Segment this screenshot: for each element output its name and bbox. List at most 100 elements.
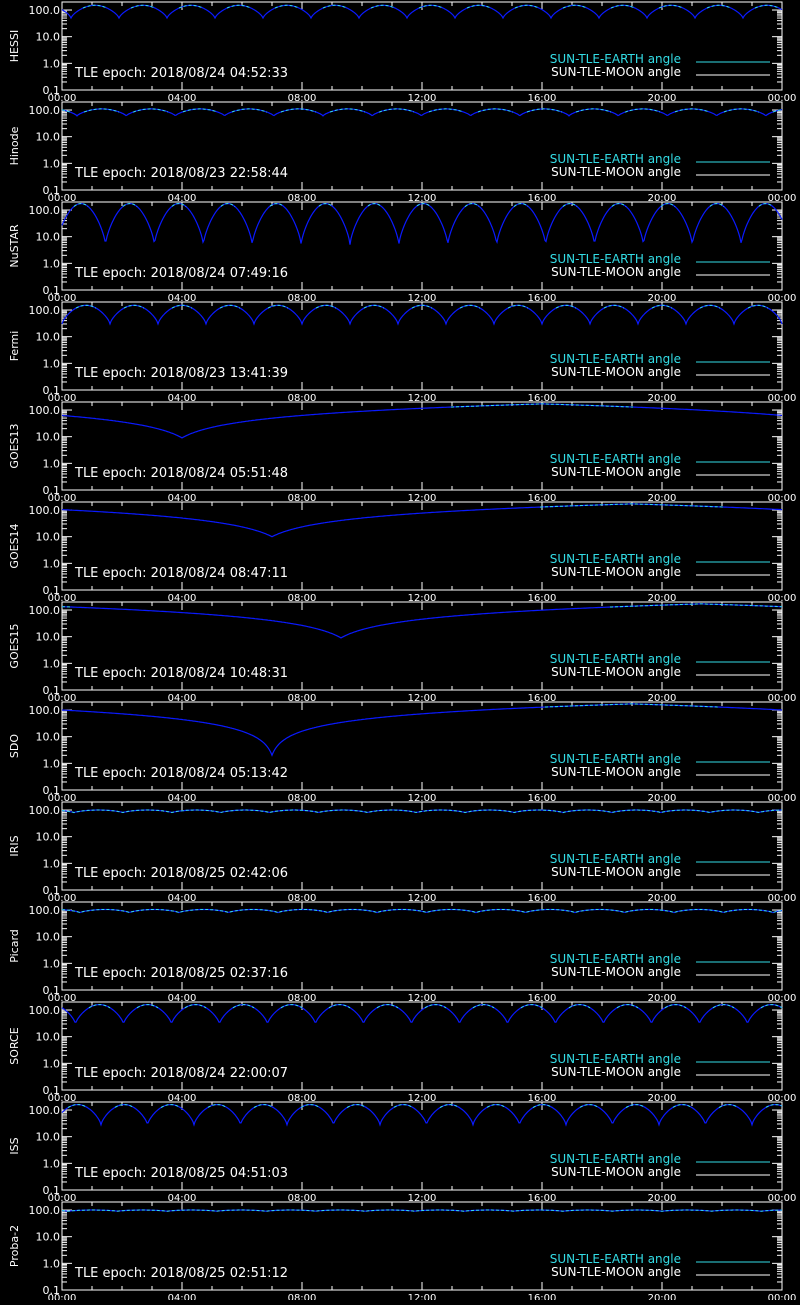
- y-tick-label: 1.0: [43, 957, 61, 970]
- y-tick-label: 1.0: [43, 157, 61, 170]
- y-tick-label: 100.0: [29, 404, 61, 417]
- y-tick-label: 1.0: [43, 757, 61, 770]
- x-tick-label: 08:00: [288, 593, 317, 604]
- earth-angle-curve: [451, 403, 633, 408]
- y-tick-label: 10.0: [36, 1231, 61, 1244]
- legend-moon-label: SUN-TLE-MOON angle: [551, 1265, 681, 1279]
- legend-moon-label: SUN-TLE-MOON angle: [551, 765, 681, 779]
- angle-curve: [61, 703, 782, 757]
- panel-fermi: 100.010.01.00.100:00 04:00 08:00 12:00 16:00…: [8, 301, 797, 404]
- x-tick-label: 20:00: [648, 493, 677, 504]
- tle-epoch: TLE epoch: 2018/08/23 22:58:44: [74, 166, 288, 181]
- legend-earth-label: SUN-TLE-EARTH angle: [550, 852, 681, 866]
- panel-proba-2: 100.010.01.00.100:00 04:00 08:00 12:00 16:00…: [8, 1201, 796, 1304]
- x-tick-label: 00:00: [48, 1193, 77, 1204]
- panel-picard: 100.010.01.00.100:00 04:00 08:00 12:00 16:00…: [8, 901, 797, 1004]
- angle-curve: [61, 403, 782, 439]
- x-tick-label: 04:00: [168, 1193, 197, 1204]
- panel-sorce: 100.010.01.00.100:00 04:00 08:00 12:00 16:00…: [8, 1001, 797, 1104]
- satellite-name: Picard: [8, 929, 21, 963]
- x-tick-label: 16:00: [528, 993, 557, 1004]
- tle-epoch: TLE epoch: 2018/08/23 13:41:39: [74, 366, 288, 381]
- y-tick-label: 100.0: [29, 304, 61, 317]
- x-tick-label: 04:00: [168, 793, 197, 804]
- x-tick-label: 16:00: [528, 1293, 557, 1300]
- x-tick-label: 08:00: [288, 693, 317, 704]
- x-tick-label: 16:00: [528, 1093, 557, 1104]
- x-tick-label: 00:00: [768, 393, 797, 404]
- y-tick-label: 1.0: [43, 357, 61, 370]
- x-tick-label: 12:00: [408, 593, 437, 604]
- legend-earth-label: SUN-TLE-EARTH angle: [550, 452, 681, 466]
- x-tick-label: 04:00: [168, 493, 197, 504]
- x-tick-label: 04:00: [168, 293, 197, 304]
- y-tick-label: 10.0: [36, 331, 61, 344]
- y-tick-label: 100.0: [29, 504, 61, 517]
- x-tick-label: 00:00: [48, 493, 77, 504]
- x-tick-label: 00:00: [768, 793, 797, 804]
- earth-angle-curve: [82, 4, 780, 9]
- earth-angle-curve: [61, 809, 782, 814]
- y-tick-label: 100.0: [29, 1204, 61, 1217]
- x-tick-label: 04:00: [168, 193, 197, 204]
- x-tick-label: 00:00: [768, 1093, 797, 1104]
- x-tick-label: 16:00: [528, 293, 557, 304]
- satellite-name: GOES15: [8, 623, 21, 668]
- x-tick-label: 00:00: [768, 93, 797, 104]
- earth-angle-curve: [75, 304, 769, 309]
- y-tick-label: 0.1: [43, 84, 61, 97]
- x-tick-label: 20:00: [648, 993, 677, 1004]
- x-tick-label: 08:00: [288, 1193, 317, 1204]
- earth-angle-curve: [67, 1104, 783, 1109]
- satellite-name: Hinode: [8, 126, 21, 165]
- tle-epoch: TLE epoch: 2018/08/24 07:49:16: [74, 266, 288, 281]
- y-tick-label: 100.0: [29, 1104, 61, 1117]
- x-tick-label: 12:00: [408, 793, 437, 804]
- y-tick-label: 1.0: [43, 257, 61, 270]
- satellite-name: Proba-2: [8, 1225, 21, 1267]
- x-tick-label: 12:00: [408, 1093, 437, 1104]
- earth-angle-curve: [62, 909, 783, 914]
- legend-earth-label: SUN-TLE-EARTH angle: [550, 752, 681, 766]
- x-tick-label: 12:00: [408, 1293, 437, 1300]
- legend-earth-label: SUN-TLE-EARTH angle: [550, 952, 681, 966]
- legend-moon-label: SUN-TLE-MOON angle: [551, 665, 681, 679]
- y-tick-label: 10.0: [36, 131, 61, 144]
- legend-moon-label: SUN-TLE-MOON angle: [551, 465, 681, 479]
- x-tick-label: 00:00: [768, 893, 797, 904]
- y-tick-label: 10.0: [36, 831, 61, 844]
- y-tick-label: 10.0: [36, 231, 61, 244]
- x-tick-label: 16:00: [528, 693, 557, 704]
- y-tick-label: 0.1: [43, 484, 61, 497]
- panel-sdo: 100.010.01.00.100:00 04:00 08:00 12:00 16:00…: [8, 701, 797, 804]
- earth-angle-curve: [61, 108, 783, 113]
- x-tick-label: 00:00: [48, 1093, 77, 1104]
- x-tick-label: 04:00: [168, 593, 197, 604]
- y-tick-label: 100.0: [29, 804, 61, 817]
- y-tick-label: 100.0: [29, 604, 61, 617]
- x-tick-label: 12:00: [408, 293, 437, 304]
- x-tick-label: 04:00: [168, 1293, 197, 1300]
- x-tick-label: 12:00: [408, 493, 437, 504]
- x-tick-label: 00:00: [48, 93, 77, 104]
- x-tick-label: 20:00: [648, 1193, 677, 1204]
- y-tick-label: 1.0: [43, 457, 61, 470]
- legend-earth-label: SUN-TLE-EARTH angle: [550, 552, 681, 566]
- x-tick-label: 00:00: [768, 1193, 797, 1204]
- legend-moon-label: SUN-TLE-MOON angle: [551, 265, 681, 279]
- legend-moon-label: SUN-TLE-MOON angle: [551, 1165, 681, 1179]
- x-tick-label: 12:00: [408, 393, 437, 404]
- legend-earth-label: SUN-TLE-EARTH angle: [550, 52, 681, 66]
- x-tick-label: 08:00: [288, 93, 317, 104]
- tle-epoch: TLE epoch: 2018/08/24 10:48:31: [74, 666, 288, 681]
- y-tick-label: 0.1: [43, 1084, 61, 1097]
- x-tick-label: 08:00: [288, 793, 317, 804]
- x-tick-label: 00:00: [768, 993, 797, 1004]
- x-tick-label: 20:00: [648, 193, 677, 204]
- legend-moon-label: SUN-TLE-MOON angle: [551, 865, 681, 879]
- legend-moon-label: SUN-TLE-MOON angle: [551, 1065, 681, 1079]
- tle-epoch: TLE epoch: 2018/08/24 04:52:33: [74, 66, 288, 81]
- earth-angle-curve: [62, 603, 783, 608]
- legend-earth-label: SUN-TLE-EARTH angle: [550, 1252, 681, 1266]
- x-tick-label: 12:00: [408, 1193, 437, 1204]
